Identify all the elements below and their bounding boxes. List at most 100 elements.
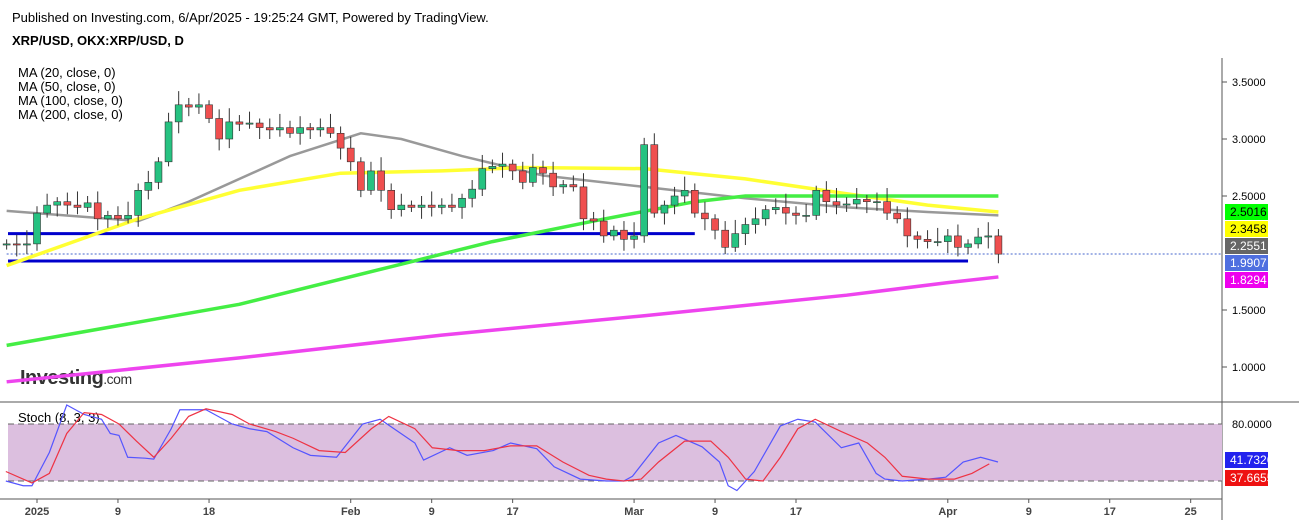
candle-body bbox=[144, 182, 153, 191]
candle-body bbox=[255, 122, 264, 128]
candle-body bbox=[610, 229, 618, 237]
candle-body bbox=[225, 121, 234, 140]
candle-body bbox=[771, 207, 780, 210]
candle-body bbox=[387, 190, 396, 210]
candle-body bbox=[437, 204, 446, 208]
y-tick-label: 2.5000 bbox=[1232, 191, 1266, 203]
candle-body bbox=[265, 127, 274, 131]
candle-body bbox=[721, 229, 729, 248]
candle-body bbox=[427, 204, 436, 208]
candle-body bbox=[134, 190, 142, 216]
candle-body bbox=[93, 202, 102, 220]
x-tick-label: 9 bbox=[429, 506, 435, 518]
candle-body bbox=[336, 133, 345, 149]
candle-body bbox=[286, 127, 294, 134]
y-tick-label: 3.0000 bbox=[1232, 134, 1266, 146]
candle-body bbox=[205, 104, 213, 119]
candle-body bbox=[751, 218, 760, 225]
candle-body bbox=[731, 233, 740, 248]
x-tick-label: 2025 bbox=[25, 506, 49, 518]
candle-body bbox=[174, 104, 183, 123]
last-price-tag-bg bbox=[1225, 255, 1268, 271]
candle-body bbox=[276, 127, 284, 131]
last-price-tag: 1.9907 bbox=[1230, 256, 1267, 270]
candle-body bbox=[549, 172, 557, 188]
candle-body bbox=[478, 168, 487, 190]
candle-body bbox=[579, 186, 588, 220]
candle-body bbox=[154, 161, 163, 183]
candle-body bbox=[964, 243, 972, 248]
ma100-line bbox=[6, 194, 999, 348]
candle-body bbox=[114, 215, 122, 220]
ma200-tag: 1.8294 bbox=[1230, 273, 1267, 287]
candle-body bbox=[569, 184, 578, 188]
candle-body bbox=[913, 235, 922, 240]
x-tick-label: 17 bbox=[790, 506, 802, 518]
candle-body bbox=[83, 202, 92, 208]
candle-body bbox=[883, 201, 891, 214]
candle-body bbox=[397, 204, 406, 210]
candle-body bbox=[984, 235, 993, 238]
candle-body bbox=[73, 204, 82, 208]
candle-body bbox=[448, 204, 456, 208]
candle-body bbox=[407, 204, 416, 208]
candle-body bbox=[812, 190, 821, 216]
candle-body bbox=[994, 235, 1003, 255]
candle-body bbox=[164, 121, 173, 163]
candle-body bbox=[458, 197, 466, 208]
published-note: Published on Investing.com, 6/Apr/2025 -… bbox=[12, 10, 489, 25]
candle-body bbox=[2, 243, 11, 246]
candle-body bbox=[346, 147, 355, 163]
candle-body bbox=[63, 201, 72, 206]
candle-body bbox=[620, 229, 628, 240]
candle-body bbox=[508, 163, 517, 172]
candle-body bbox=[954, 235, 962, 248]
x-tick-label: 17 bbox=[1104, 506, 1116, 518]
legend-item: MA (50, close, 0) bbox=[18, 79, 116, 94]
candle-body bbox=[650, 144, 659, 214]
candle-body bbox=[377, 170, 385, 191]
candle-body bbox=[842, 203, 851, 206]
x-tick-label: Mar bbox=[624, 506, 644, 518]
candle-body bbox=[680, 190, 689, 197]
candle-body bbox=[357, 161, 365, 191]
candle-body bbox=[741, 224, 750, 234]
stoch-k-tag-bg bbox=[1225, 452, 1268, 468]
y-tick-label: 1.5000 bbox=[1232, 305, 1266, 317]
candle-body bbox=[923, 239, 932, 242]
x-tick-label: 9 bbox=[115, 506, 121, 518]
candle-body bbox=[326, 127, 335, 134]
candle-body bbox=[873, 201, 881, 203]
stoch-band bbox=[8, 424, 1222, 481]
stoch-d-line bbox=[5, 408, 990, 484]
candle-body bbox=[903, 218, 912, 237]
stoch-d-tag: 37.6655 bbox=[1230, 471, 1274, 485]
candle-body bbox=[306, 127, 315, 131]
ma200-tag-bg bbox=[1225, 272, 1268, 288]
candle-body bbox=[539, 167, 547, 174]
legend-item: MA (20, close, 0) bbox=[18, 65, 116, 80]
x-tick-label: 9 bbox=[1026, 506, 1032, 518]
y-tick-label: 3.5000 bbox=[1232, 77, 1266, 89]
candle-body bbox=[53, 201, 62, 206]
ma100-tag: 2.5016 bbox=[1230, 205, 1267, 219]
symbol-title: XRP/USD, OKX:XRP/USD, D bbox=[12, 33, 184, 48]
x-tick-label: Apr bbox=[938, 506, 958, 518]
candle-body bbox=[589, 218, 598, 222]
stoch-d-tag-bg bbox=[1225, 470, 1268, 486]
candle-body bbox=[630, 235, 638, 240]
candle-body bbox=[215, 118, 223, 140]
candle-body bbox=[792, 212, 800, 216]
candle-body bbox=[185, 104, 193, 108]
candle-body bbox=[974, 236, 982, 245]
candle-body bbox=[245, 122, 254, 125]
candle-body bbox=[690, 190, 699, 214]
candle-body bbox=[33, 212, 41, 245]
candle-body bbox=[761, 209, 770, 220]
candle-body bbox=[711, 218, 719, 231]
candle-body bbox=[670, 195, 679, 206]
x-tick-label: Feb bbox=[341, 506, 361, 518]
legend-item: MA (100, close, 0) bbox=[18, 93, 123, 108]
legend-item: MA (200, close, 0) bbox=[18, 107, 123, 122]
